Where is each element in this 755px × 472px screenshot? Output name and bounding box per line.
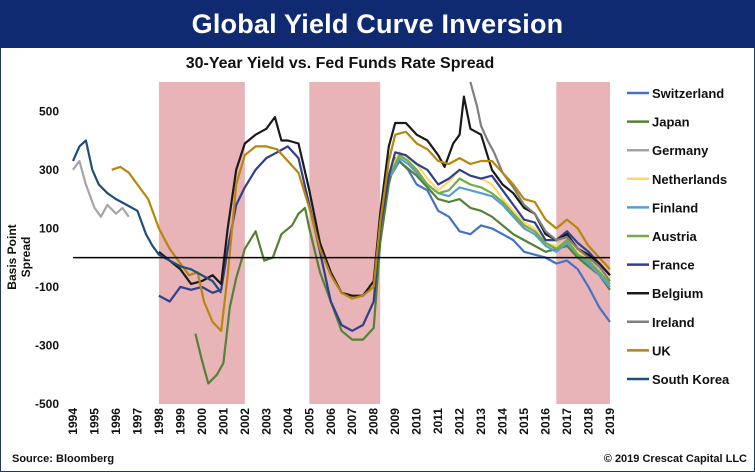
x-tick-label: 2017 [560, 408, 574, 435]
legend-label: Netherlands [652, 172, 727, 187]
x-tick-label: 2008 [367, 408, 381, 435]
page-title: Global Yield Curve Inversion [0, 0, 755, 48]
series-line-japan [194, 157, 611, 385]
legend-label: South Korea [652, 372, 730, 387]
y-tick-label: 100 [39, 221, 59, 235]
x-tick-label: 2018 [582, 408, 596, 435]
legend-label: UK [652, 343, 671, 358]
x-tick-label: 2019 [603, 408, 617, 435]
shaded-period [556, 82, 610, 404]
x-tick-label: 2016 [539, 408, 553, 435]
x-tick-label: 2005 [302, 408, 316, 435]
legend-label: Switzerland [652, 86, 724, 101]
x-tick-label: 1998 [152, 408, 166, 435]
x-tick-label: 2011 [431, 408, 445, 434]
legend-label: Belgium [652, 286, 703, 301]
y-tick-label: -300 [35, 338, 59, 352]
series-line-germany [72, 159, 130, 218]
series-line-ireland [469, 81, 611, 282]
x-tick-label: 2003 [259, 408, 273, 435]
x-tick-label: 2009 [388, 408, 402, 435]
source-note: Source: Bloomberg [12, 453, 115, 465]
x-tick-label: 2007 [345, 408, 359, 435]
series-line-belgium [158, 95, 611, 297]
y-tick-label: 500 [39, 104, 59, 118]
x-tick-label: 1999 [173, 408, 187, 435]
legend-label: Japan [652, 115, 690, 130]
y-tick-label: -100 [35, 280, 59, 294]
x-tick-label: 2014 [496, 408, 510, 435]
x-tick-label: 2001 [216, 408, 230, 435]
x-tick-label: 2006 [324, 408, 338, 435]
x-tick-label: 2002 [238, 408, 252, 435]
legend-label: Austria [652, 229, 698, 244]
x-tick-label: 1997 [130, 408, 144, 435]
legend-label: Germany [652, 143, 709, 158]
series-line-south-korea [71, 139, 223, 294]
copyright-note: © 2019 Crescat Capital LLC [603, 453, 747, 465]
x-tick-label: 1996 [109, 408, 123, 435]
x-tick-label: 2012 [453, 408, 467, 435]
x-tick-label: 2004 [281, 408, 295, 435]
series-line-switzerland [389, 159, 611, 323]
x-tick-label: 1994 [66, 408, 80, 435]
y-tick-label: -500 [35, 397, 59, 411]
x-tick-label: 2000 [195, 408, 209, 435]
series-line-austria [389, 154, 611, 285]
chart-subtitle: 30-Year Yield vs. Fed Funds Rate Spread [185, 55, 495, 72]
legend-label: Ireland [652, 315, 695, 330]
x-tick-label: 2010 [410, 408, 424, 435]
legend-label: France [652, 258, 695, 273]
x-tick-label: 2013 [474, 408, 488, 435]
x-tick-label: 1995 [87, 408, 101, 435]
series-line-uk [111, 130, 611, 332]
y-tick-label: 300 [39, 163, 59, 177]
legend-label: Finland [652, 200, 698, 215]
x-tick-label: 2015 [517, 408, 531, 435]
